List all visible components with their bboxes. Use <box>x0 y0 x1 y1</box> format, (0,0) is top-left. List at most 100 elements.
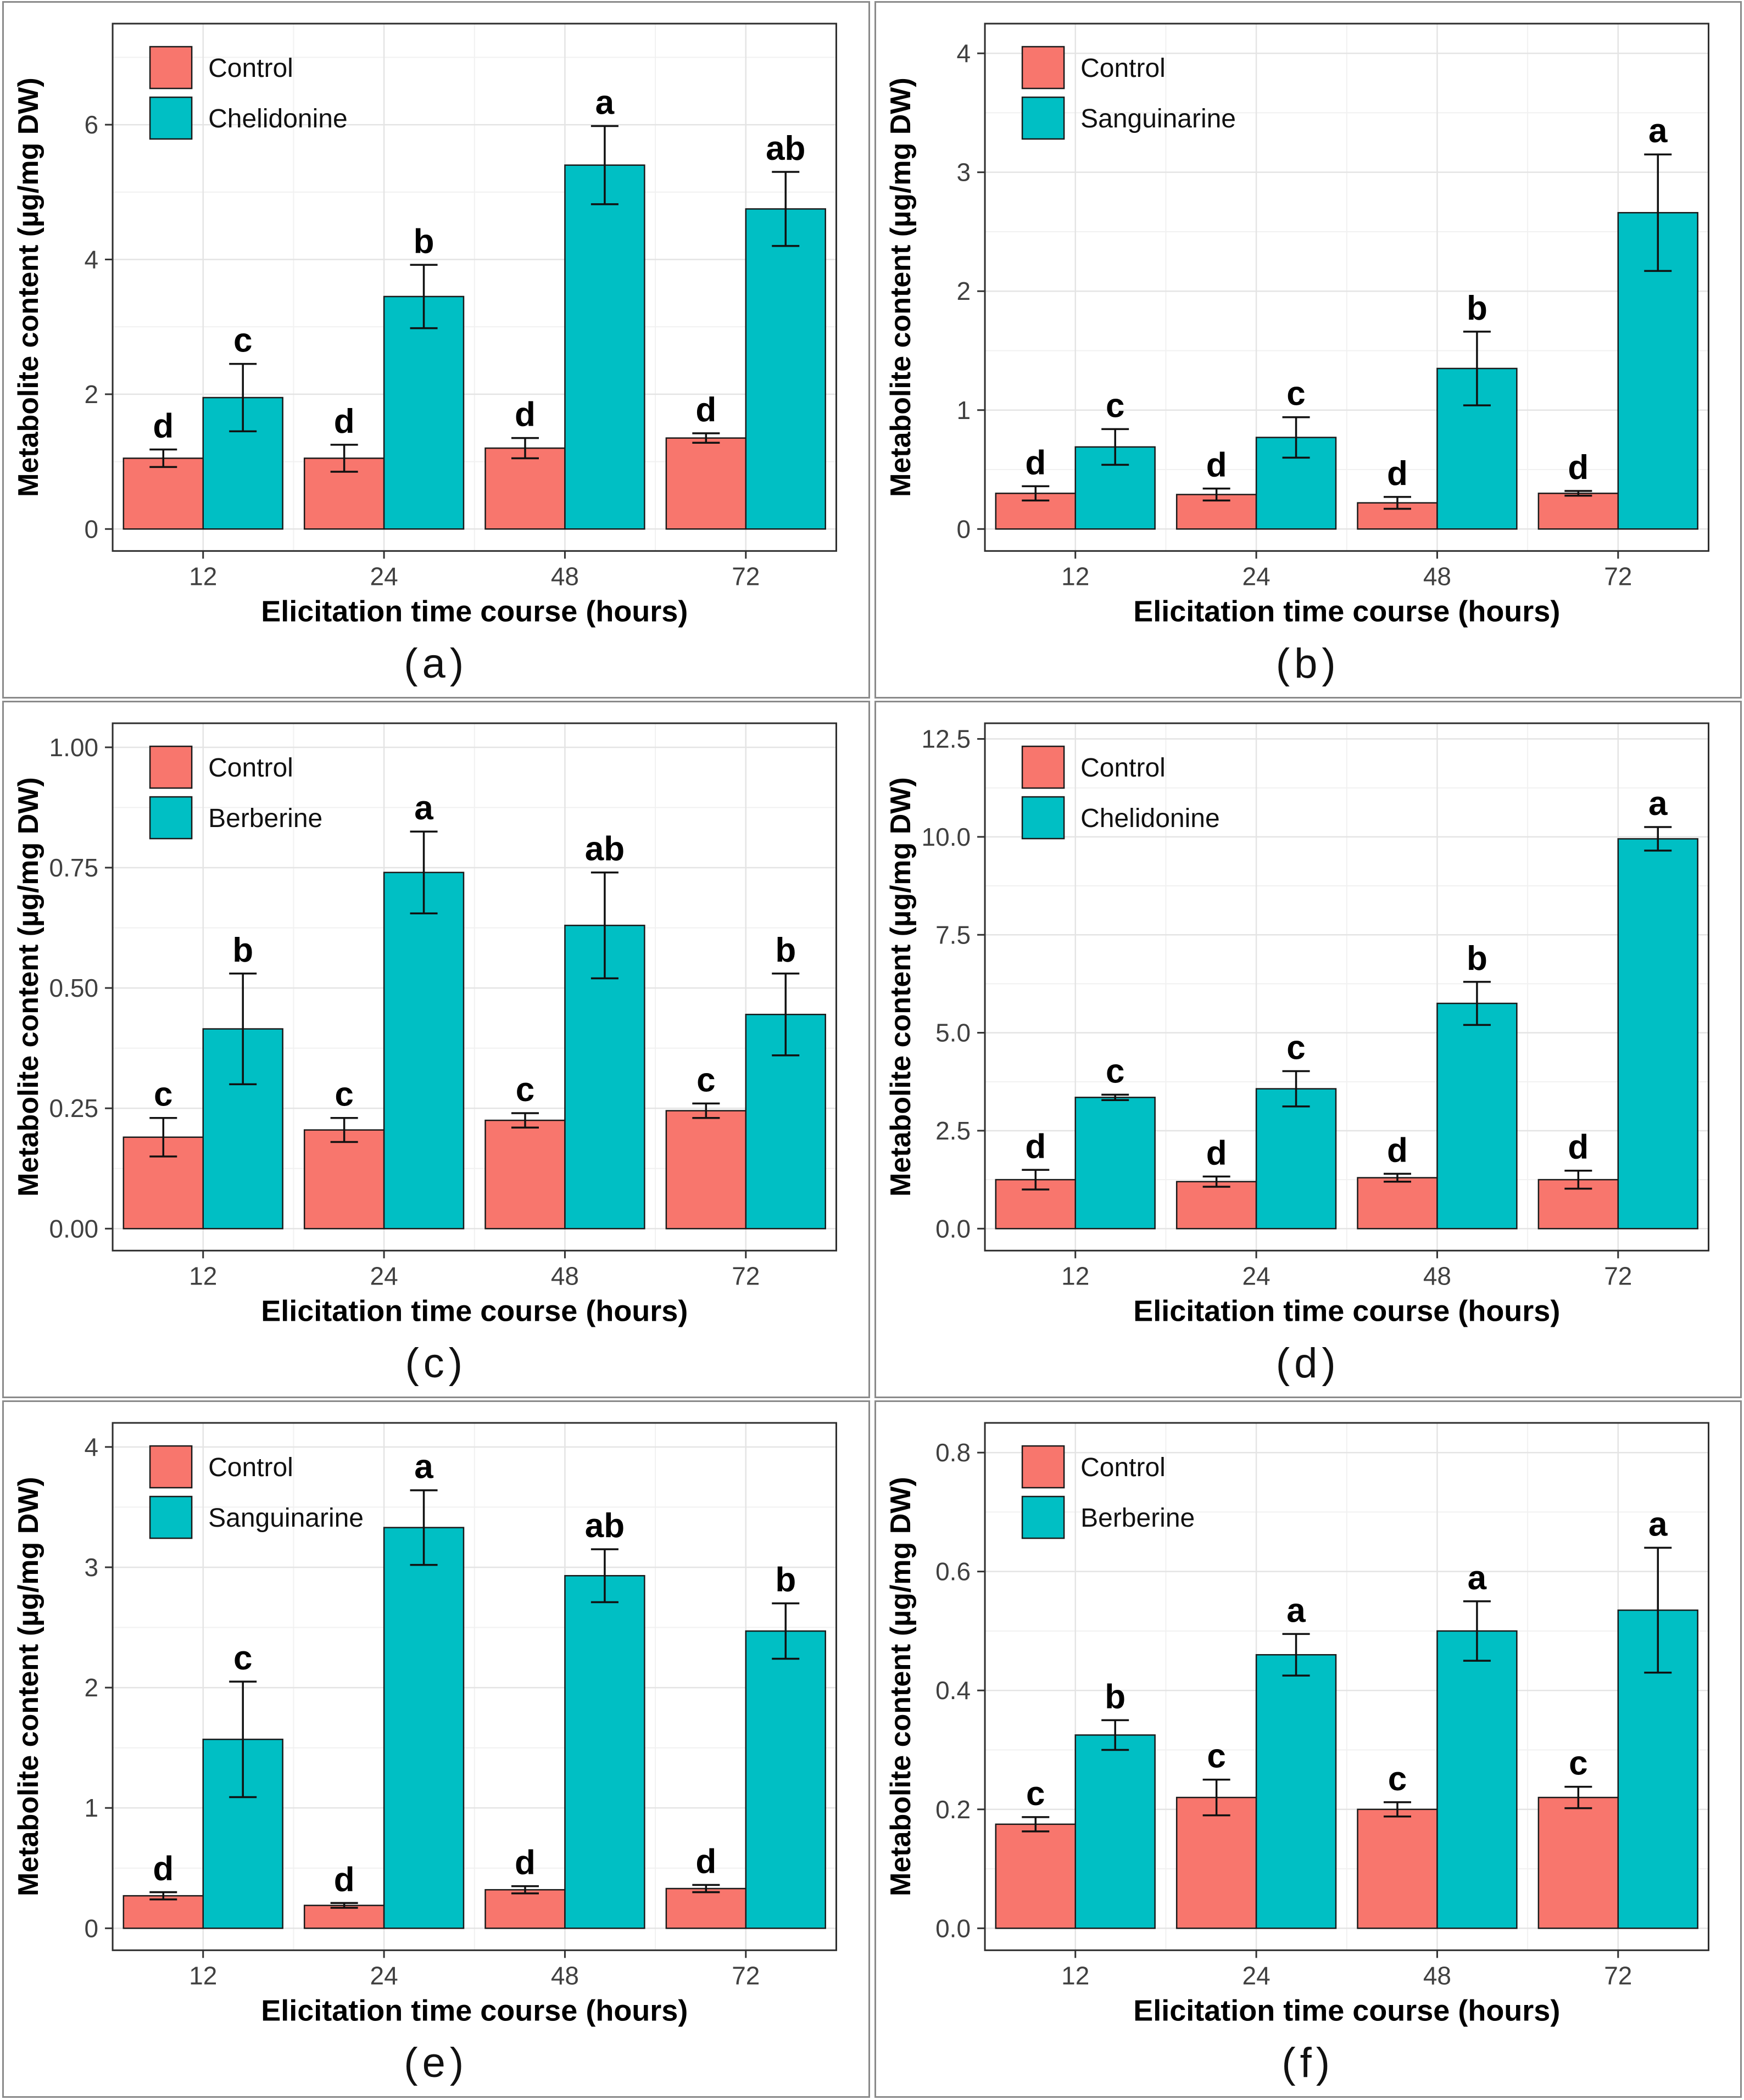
subplot-cell-e: d d d d c a ab b 0 1 2 3 4 12 24 48 72 Elicitation time c… <box>0 1399 872 2099</box>
y-tick-label: 10.0 <box>921 823 971 851</box>
sig-letter: a <box>1467 1559 1486 1597</box>
x-tick-label: 12 <box>189 1961 217 1990</box>
bar-control <box>122 457 204 530</box>
panel-border <box>112 722 837 1252</box>
sig-letter: b <box>775 1561 796 1599</box>
sig-letter: a <box>414 1448 433 1486</box>
sig-letter: d <box>1025 444 1046 482</box>
chart-d: d d d d c c b a 0.0 2.5 5.0 7.5 10.0 12.5 12 24 48 72 Elic… <box>885 722 1709 1327</box>
sig-letter: c <box>1105 387 1124 425</box>
bar-control <box>1356 1177 1438 1230</box>
subplot-e: d d d d c a ab b 0 1 2 3 4 12 24 48 72 Elicitation time c… <box>2 1400 870 2098</box>
panel-border <box>984 722 1709 1252</box>
sig-letter: ab <box>766 130 805 167</box>
bar-sanguinarine <box>564 1575 645 1929</box>
sig-letter: c <box>516 1071 534 1109</box>
sig-letter: d <box>1025 1127 1046 1165</box>
panel-label-e: (e) <box>404 2040 469 2087</box>
y-tick-label: 4 <box>956 39 971 68</box>
y-tick-label: 0.0 <box>935 1214 971 1243</box>
sig-letter: b <box>414 222 434 260</box>
y-tick-label: 0 <box>84 1914 98 1942</box>
sig-letter: d <box>153 1850 174 1888</box>
y-tick-label: 7.5 <box>935 920 971 949</box>
x-tick-label: 24 <box>370 1961 398 1990</box>
bar-berberine <box>1074 1734 1156 1929</box>
bar-control <box>1175 1796 1257 1929</box>
sig-letter: d <box>515 396 536 434</box>
sig-letter: d <box>695 391 716 429</box>
y-tick-label: 3 <box>956 158 971 187</box>
x-tick-label: 12 <box>1061 562 1089 590</box>
y-tick-label: 12.5 <box>921 725 971 753</box>
sig-letter: a <box>1648 1505 1668 1543</box>
bar-chelidonine <box>745 208 826 530</box>
panel-label-f: (f) <box>1281 2040 1335 2087</box>
legend-swatch <box>149 96 193 140</box>
sig-letter: c <box>1286 1029 1305 1067</box>
bar-control <box>665 1887 747 1929</box>
y-tick-label: 0.50 <box>49 974 99 1002</box>
y-axis-title: Metabolite content (µg/mg DW) <box>13 1477 44 1896</box>
y-tick-label: 0.25 <box>49 1094 99 1122</box>
legend-swatch <box>1021 96 1065 140</box>
y-tick-label: 0 <box>84 515 98 543</box>
legend-label: Control <box>208 1453 293 1482</box>
y-tick-label: 4 <box>84 245 98 273</box>
legend-label: Chelidonine <box>1080 804 1220 833</box>
legend-label: Berberine <box>1080 1504 1195 1533</box>
sig-letter: d <box>1387 1131 1408 1169</box>
panel-label-c: (c) <box>405 1340 467 1387</box>
y-tick-label: 0.75 <box>49 853 99 882</box>
subplot-f: c c c c b a a a 0.0 0.2 0.4 0.6 0.8 12 24 48 72 Elicitati… <box>874 1400 1742 2098</box>
sig-letter: d <box>695 1842 716 1880</box>
sig-letter: d <box>1206 446 1227 484</box>
legend-swatch <box>149 745 193 789</box>
panel-label-b: (b) <box>1275 640 1340 688</box>
legend-swatch <box>1021 745 1065 789</box>
y-axis-title: Metabolite content (µg/mg DW) <box>885 77 917 497</box>
bar-control <box>1175 1181 1257 1230</box>
subplot-cell-b: d d d d c c b a 0 1 2 3 4 12 24 48 72 Elicitation time co… <box>872 0 1744 700</box>
sig-letter: ab <box>585 830 625 868</box>
x-tick-label: 72 <box>732 1961 760 1990</box>
sig-letter: ab <box>585 1507 625 1545</box>
legend-label: Chelidonine <box>208 104 348 133</box>
x-axis-title: Elicitation time course (hours) <box>1133 595 1560 628</box>
x-axis-title: Elicitation time course (hours) <box>1133 1994 1560 2027</box>
subplot-cell-c: c c c c b a ab b 0.00 0.25 0.50 0.75 1.00 12 24 48 72 Eli… <box>0 700 872 1399</box>
y-axis-title: Metabolite content (µg/mg DW) <box>885 777 917 1197</box>
y-tick-label: 2 <box>84 1673 98 1702</box>
bar-sanguinarine <box>745 1630 826 1929</box>
bar-chelidonine <box>1617 838 1698 1230</box>
sig-letter: c <box>154 1076 172 1114</box>
sig-letter: c <box>233 322 252 360</box>
y-axis-title: Metabolite content (µg/mg DW) <box>13 777 44 1197</box>
legend-swatch <box>1021 1445 1065 1489</box>
panel-border <box>112 23 837 552</box>
bar-berberine <box>1255 1654 1336 1929</box>
sig-letter: a <box>595 84 615 122</box>
y-tick-label: 0.6 <box>935 1557 971 1586</box>
y-tick-label: 1.00 <box>49 733 99 762</box>
subplot-cell-a: d d d d c b a ab 0 2 4 6 12 24 48 72 Elicitation time co… <box>0 0 872 700</box>
bar-control <box>303 1904 385 1929</box>
y-tick-label: 0.8 <box>935 1438 971 1467</box>
x-tick-label: 72 <box>1604 1261 1632 1290</box>
sig-letter: d <box>334 403 355 440</box>
y-tick-label: 2 <box>84 380 98 409</box>
y-tick-label: 1 <box>956 396 971 425</box>
x-axis-title: Elicitation time course (hours) <box>261 1994 688 2027</box>
legend-swatch <box>149 1495 193 1539</box>
legend-label: Sanguinarine <box>1080 104 1236 133</box>
x-tick-label: 24 <box>1242 562 1270 590</box>
x-tick-label: 48 <box>551 562 579 590</box>
y-tick-label: 0.4 <box>935 1676 971 1705</box>
sig-letter: d <box>1568 1129 1589 1166</box>
sig-letter: c <box>233 1639 252 1677</box>
x-tick-label: 24 <box>370 562 398 590</box>
bar-control <box>484 1119 566 1230</box>
